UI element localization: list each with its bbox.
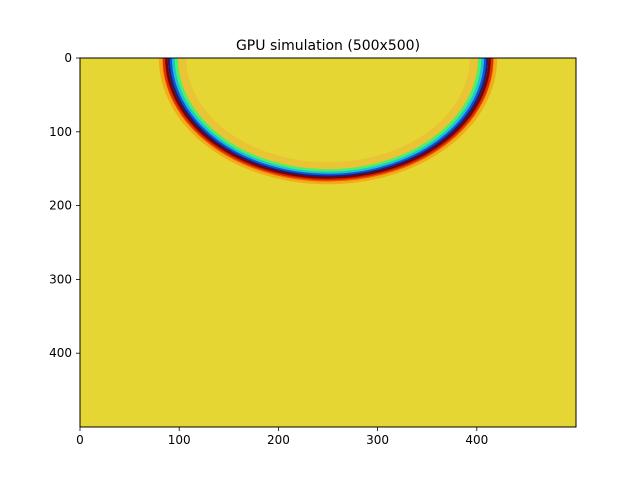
- y-tick-label: 400: [49, 346, 72, 360]
- y-tick-label: 0: [64, 51, 72, 65]
- wave-ring-outer-dark-red: [164, 58, 492, 180]
- x-tick-label: 400: [465, 433, 488, 447]
- x-tick-label: 0: [76, 433, 84, 447]
- heatmap-background: [80, 58, 576, 427]
- x-tick-label: 300: [366, 433, 389, 447]
- wave-ring-faint-orange: [176, 58, 480, 173]
- wave-ring-red: [162, 58, 494, 182]
- y-tick-label: 200: [49, 199, 72, 213]
- x-tick-label: 100: [168, 433, 191, 447]
- plot-frame: [79, 57, 577, 428]
- wave-ring-blue: [169, 58, 487, 177]
- wave-ring-cyan: [171, 58, 485, 175]
- x-tick-label: 200: [267, 433, 290, 447]
- y-tick-label: 300: [49, 272, 72, 286]
- wave-ring-blue-dark: [167, 58, 489, 178]
- y-axis: 0 100 200 300 400: [49, 51, 80, 360]
- plot-area: [79, 57, 577, 428]
- wave-ring-green: [174, 58, 482, 173]
- chart-title: GPU simulation (500x500): [236, 38, 420, 54]
- y-tick-label: 100: [49, 125, 72, 139]
- x-axis: 0 100 200 300 400: [76, 427, 488, 447]
- wave-front: [158, 58, 498, 185]
- wave-ring-orange: [158, 58, 498, 185]
